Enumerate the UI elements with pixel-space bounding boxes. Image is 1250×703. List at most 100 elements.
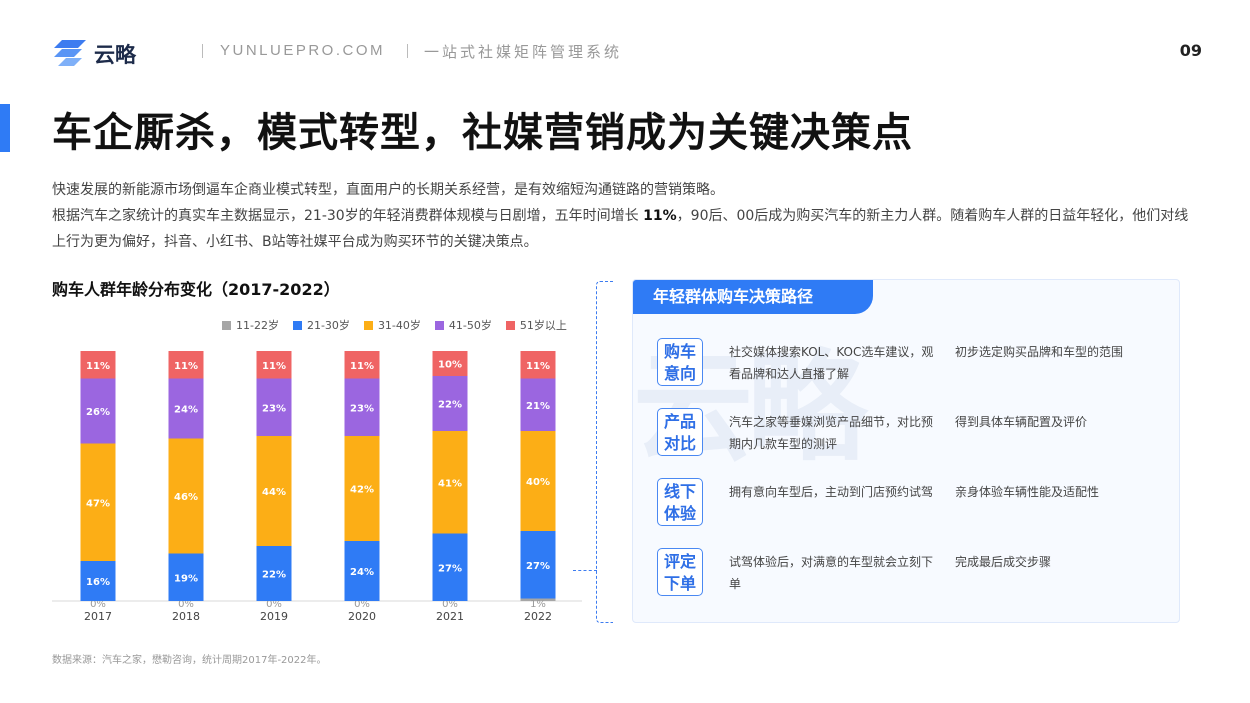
step-label: 线下 体验	[657, 478, 703, 526]
data-label: 0%	[354, 599, 370, 610]
data-label: 0%	[266, 599, 282, 610]
page-number: 09	[1179, 41, 1202, 60]
legend-swatch	[434, 321, 444, 330]
step-purchase-intent: 购车 意向 社交媒体搜索KOL、KOC选车建议，观看品牌和达人直播了解 初步选定购…	[657, 338, 1157, 390]
step-description: 汽车之家等垂媒浏览产品细节，对比预期内几款车型的测评	[729, 415, 934, 451]
data-label: 10%	[438, 360, 462, 371]
bar-segment	[520, 531, 556, 599]
step-label-line: 意向	[663, 364, 696, 383]
title-accent-bar	[0, 104, 10, 152]
legend-swatch	[363, 321, 373, 330]
intro-text: 快速发展的新能源市场倒逼车企商业模式转型，直面用户的长期关系经营，是有效缩短沟通…	[52, 177, 1202, 255]
data-label: 22%	[438, 400, 462, 411]
data-label: 42%	[350, 485, 374, 496]
step-description: 社交媒体搜索KOL、KOC选车建议，观看品牌和达人直播了解	[729, 345, 934, 381]
legend-swatch	[505, 321, 515, 330]
bar-segment	[168, 378, 204, 439]
bar-segment	[344, 351, 380, 379]
data-label: 23%	[262, 403, 286, 414]
bar-segment	[168, 553, 204, 601]
x-tick-label: 2021	[436, 610, 464, 623]
intro-line-1: 快速发展的新能源市场倒逼车企商业模式转型，直面用户的长期关系经营，是有效缩短沟通…	[52, 182, 724, 198]
bar-segment	[80, 443, 116, 561]
data-label: 16%	[86, 577, 110, 588]
legend-label: 51岁以上	[519, 319, 567, 332]
step-result: 亲身体验车辆性能及适配性	[955, 485, 1100, 499]
data-label: 22%	[262, 570, 286, 581]
x-tick-label: 2020	[348, 610, 376, 623]
step-description: 拥有意向车型后，主动到门店预约试驾	[729, 485, 934, 499]
page-title: 车企厮杀，模式转型，社媒营销成为关键决策点	[52, 110, 913, 156]
data-label: 40%	[526, 477, 550, 488]
step-place-order: 评定 下单 试驾体验后，对满意的车型就会立刻下单 完成最后成交步骤	[657, 548, 1157, 600]
legend-label: 21-30岁	[306, 319, 350, 332]
bar-segment	[520, 378, 556, 431]
step-label-line: 体验	[663, 504, 696, 523]
stacked-bar-chart: 0%16%47%26%11%20170%19%46%24%11%20180%22…	[52, 351, 582, 623]
step-label: 评定 下单	[657, 548, 703, 596]
legend-label: 31-40岁	[377, 319, 421, 332]
step-result: 完成最后成交步骤	[955, 555, 1052, 569]
data-label: 0%	[442, 599, 458, 610]
bar-segment	[432, 533, 468, 601]
slogan: 一站式社媒矩阵管理系统	[424, 43, 623, 61]
panel-title: 年轻群体购车决策路径	[633, 280, 873, 314]
bar-segment	[344, 436, 380, 541]
data-label: 11%	[350, 361, 374, 372]
step-product-comparison: 产品对比 汽车之家等垂媒浏览产品细节，对比预期内几款车型的测评 得到具体车辆配置…	[657, 408, 1157, 460]
data-label: 44%	[262, 487, 286, 498]
divider	[202, 44, 203, 58]
bar-segment	[256, 546, 292, 601]
chart-title: 购车人群年龄分布变化（2017-2022）	[52, 280, 340, 299]
divider	[407, 44, 408, 58]
step-label-line: 线下	[663, 482, 696, 501]
bar-segment	[344, 541, 380, 601]
dashed-connector-line	[573, 570, 597, 571]
bar-segment	[168, 438, 204, 554]
x-tick-label: 2019	[260, 610, 288, 623]
data-label: 27%	[438, 563, 462, 574]
data-label: 1%	[530, 599, 546, 610]
x-tick-label: 2022	[524, 610, 552, 623]
bar-segment	[80, 378, 116, 444]
growth-highlight: 11%	[643, 208, 677, 224]
intro-line-2: 根据汽车之家统计的真实车主数据显示，21-30岁的年轻消费群体规模与日剧增，五年…	[52, 203, 1202, 255]
bar-segment	[432, 376, 468, 431]
step-result: 初步选定购买品牌和车型的范围	[955, 345, 1124, 359]
bracket-connector	[596, 281, 613, 623]
logo-icon	[54, 40, 86, 66]
legend-item: 31-40岁	[363, 319, 421, 332]
data-label: 26%	[86, 407, 110, 418]
legend-item: 21-30岁	[292, 319, 350, 332]
intro-line-2-start: 根据汽车之家统计的真实车主数据显示，21-30岁的年轻消费群体规模与日剧增，五年…	[52, 208, 644, 224]
step-result: 得到具体车辆配置及评价	[955, 415, 1088, 429]
data-label: 24%	[174, 405, 198, 416]
bar-segment	[168, 351, 204, 379]
data-label: 11%	[86, 361, 110, 372]
data-label: 21%	[526, 401, 550, 412]
legend-label: 41-50岁	[448, 319, 492, 332]
bar-segment	[80, 561, 116, 601]
data-label: 46%	[174, 492, 198, 503]
step-label-line: 产品	[663, 412, 696, 431]
legend-label: 11-22岁	[236, 319, 279, 332]
data-label: 0%	[178, 599, 194, 610]
bar-segment	[256, 351, 292, 379]
data-label: 11%	[262, 361, 286, 372]
chart-legend: 11-22岁 21-30岁 31-40岁 41-50岁 51岁以上	[222, 317, 581, 333]
data-label: 47%	[86, 498, 110, 509]
bar-segment	[256, 436, 292, 546]
header: 云略 YUNLUEPRO.COM 一站式社媒矩阵管理系统 09	[52, 36, 1202, 68]
decision-path-panel: 云略 年轻群体购车决策路径 购车 意向 社交媒体搜索KOL、KOC选车建议，观看品…	[632, 279, 1180, 623]
data-label: 11%	[174, 361, 198, 372]
legend-swatch	[292, 321, 302, 330]
bar-segment	[520, 598, 556, 601]
data-label: 19%	[174, 573, 198, 584]
bar-segment	[520, 431, 556, 531]
step-offline-experience: 线下体验 拥有意向车型后，主动到门店预约试驾 亲身体验车辆性能及适配性	[657, 478, 1157, 530]
step-label-line: 对比	[663, 434, 696, 453]
data-label: 11%	[526, 361, 550, 372]
bar-segment	[520, 351, 556, 379]
data-label: 41%	[438, 478, 462, 489]
data-source-note: 数据来源：汽车之家，懋勒咨询，统计周期2017年-2022年。	[52, 655, 327, 666]
